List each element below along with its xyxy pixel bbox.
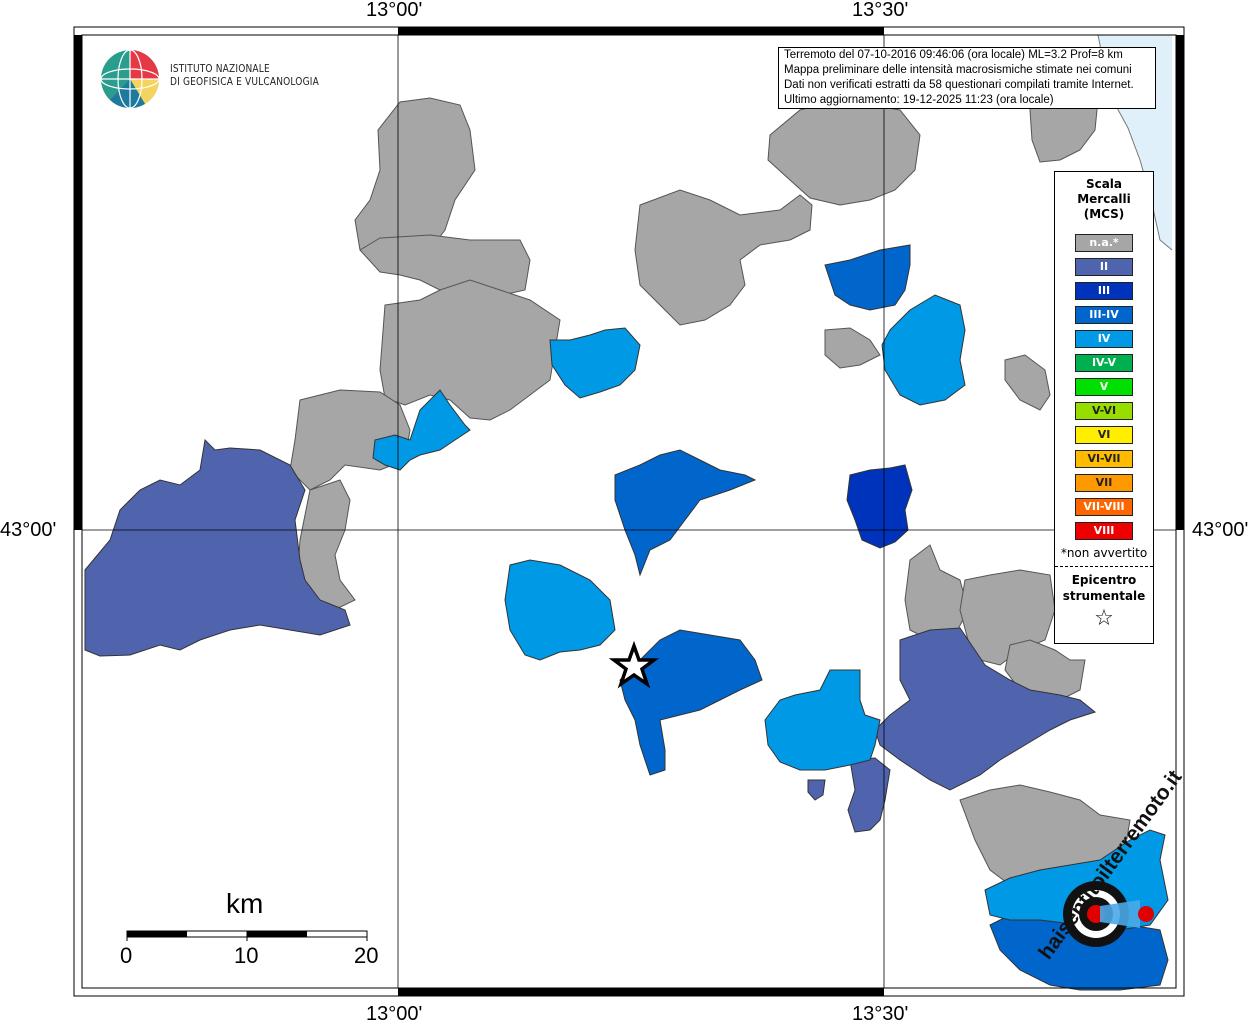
- comune-II: [847, 757, 891, 833]
- mcs-legend: Scala Mercalli (MCS) n.a.* II III III-IV IV I…: [1054, 171, 1154, 644]
- ingv-logo-text: ISTITUTO NAZIONALE DI GEOFISICA E VULCAN…: [170, 63, 319, 89]
- lon-label-bottom-right: 13°30': [852, 1003, 909, 1025]
- comune-na: [904, 544, 969, 641]
- legend-item: VII: [1075, 474, 1133, 492]
- legend-item: IV: [1075, 330, 1133, 348]
- legend-epicenter-line1: Epicentro: [1071, 573, 1137, 587]
- legend-item: II: [1075, 258, 1133, 276]
- comune-na: [959, 784, 1131, 886]
- ingv-logo-icon: [100, 49, 160, 109]
- lon-label-top-left: 13°00': [366, 0, 423, 21]
- comune-na: [359, 234, 531, 301]
- comune-IV: [504, 559, 616, 661]
- comune-IV: [549, 327, 641, 399]
- ingv-line1: ISTITUTO NAZIONALE: [170, 63, 270, 75]
- legend-title: Scala Mercalli (MCS): [1055, 177, 1153, 222]
- map-frame: [74, 27, 1184, 996]
- scale-tick-10: 10: [234, 943, 259, 968]
- info-line-2: Mappa preliminare delle intensità macros…: [784, 64, 1132, 76]
- legend-item: VIII: [1075, 522, 1133, 540]
- comune-IV: [764, 669, 881, 771]
- legend-item: VII-VIII: [1075, 498, 1133, 516]
- municipalities-na: [289, 74, 1131, 886]
- comune-III-IV: [824, 244, 911, 311]
- epicenter-star: [608, 640, 660, 689]
- comune-na: [824, 327, 881, 369]
- event-info-box: Terremoto del 07-10-2016 09:46:06 (ora l…: [778, 47, 1156, 109]
- lon-label-bottom-left: 13°00': [366, 1003, 423, 1025]
- legend-epicenter-label: Epicentro strumentale: [1055, 572, 1153, 604]
- scale-bar: [126, 930, 368, 941]
- info-line-4: Ultimo aggiornamento: 19-12-2025 11:23 (…: [784, 94, 1054, 106]
- comune-IV: [881, 294, 966, 406]
- comune-na: [379, 279, 561, 421]
- legend-items: n.a.* II III III-IV IV IV-V V V-VI VI VI-VII VII VI…: [1055, 234, 1153, 540]
- legend-epicenter-line2: strumentale: [1062, 589, 1146, 603]
- comune-II: [807, 779, 826, 801]
- legend-item: IV-V: [1075, 354, 1133, 372]
- legend-item: V-VI: [1075, 402, 1133, 420]
- comune-IV: [372, 389, 471, 471]
- info-line-3: Dati non verificati estratti da 58 quest…: [784, 79, 1134, 91]
- legend-item: III: [1075, 282, 1133, 300]
- legend-item: V: [1075, 378, 1133, 396]
- comune-II: [84, 438, 351, 657]
- comune-na: [297, 479, 356, 613]
- lat-label-right: 43°00': [1192, 519, 1249, 541]
- legend-divider: [1055, 566, 1153, 567]
- comune-na: [634, 189, 813, 326]
- lat-label-left: 43°00': [0, 519, 57, 541]
- legend-note: *non avvertito: [1060, 546, 1148, 560]
- ingv-line2: DI GEOFISICA E VULCANOLOGIA: [170, 76, 319, 88]
- municipalities-II: [84, 438, 1097, 833]
- legend-title-line1: Scala: [1085, 177, 1123, 191]
- scale-unit: km: [226, 888, 264, 919]
- legend-item: III-IV: [1075, 306, 1133, 324]
- legend-title-line2: Mercalli: [1077, 192, 1131, 206]
- info-line-1: Terremoto del 07-10-2016 09:46:06 (ora l…: [784, 49, 1123, 61]
- legend-item: VI: [1075, 426, 1133, 444]
- epicenter-star-icon: ☆: [1094, 606, 1114, 631]
- legend-item: VI-VII: [1075, 450, 1133, 468]
- legend-title-line3: (MCS): [1083, 207, 1125, 221]
- lon-label-top-right: 13°30': [852, 0, 909, 21]
- comune-III-IV: [614, 449, 757, 577]
- legend-item: n.a.*: [1075, 234, 1133, 252]
- comune-III-IV: [619, 629, 763, 776]
- comune-na: [1004, 354, 1051, 411]
- municipalities-III-IV: [614, 244, 1169, 991]
- scale-tick-20: 20: [354, 943, 379, 968]
- scale-tick-0: 0: [120, 943, 133, 968]
- graticule: [82, 35, 1176, 988]
